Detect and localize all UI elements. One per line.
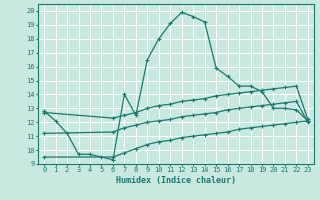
X-axis label: Humidex (Indice chaleur): Humidex (Indice chaleur): [116, 176, 236, 185]
